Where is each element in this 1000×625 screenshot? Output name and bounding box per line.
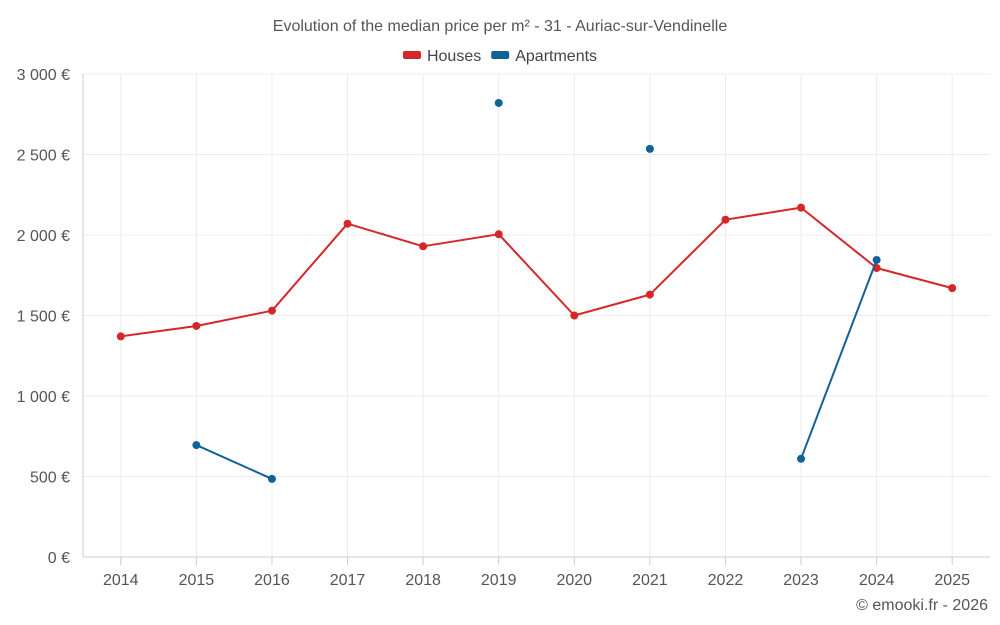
x-tick-label: 2025 [934,572,970,589]
legend-swatch [491,51,510,59]
apartments-point-2016[interactable] [267,474,276,483]
legend-item-apartments[interactable]: Apartments [491,48,597,65]
houses-point-2020[interactable] [570,311,579,320]
apartments-point-2015[interactable] [192,441,201,450]
y-tick-label: 2 500 € [17,148,70,165]
x-tick-label: 2019 [481,572,517,589]
houses-point-2017[interactable] [343,219,352,228]
houses-point-2021[interactable] [645,290,654,299]
y-tick-label: 1 500 € [17,309,70,326]
houses-line [119,206,954,338]
houses-point-2018[interactable] [419,242,428,251]
apartments-point-2021[interactable] [645,144,654,153]
x-tick-label: 2016 [254,572,290,589]
series-apartments [192,98,881,483]
apartments-point-2024[interactable] [872,255,881,264]
series-layer [116,98,957,483]
y-tick-label: 2 000 € [17,228,70,245]
x-tick-label: 2024 [859,572,895,589]
x-tick-label: 2018 [405,572,441,589]
houses-point-2025[interactable] [948,284,957,293]
houses-point-2019[interactable] [494,230,503,239]
x-tick-label: 2015 [179,572,215,589]
credit-text: © emooki.fr - 2026 [856,597,988,614]
chart-title: Evolution of the median price per m² - 3… [273,18,728,35]
legend-swatch [402,51,421,59]
apartments-line [195,444,273,480]
houses-point-2016[interactable] [267,306,276,315]
houses-point-2022[interactable] [721,215,730,224]
legend-label: Apartments [515,48,597,65]
apartments-line [800,259,878,460]
legend-label: Houses [427,48,481,65]
x-tick-label: 2017 [330,572,366,589]
x-tick-label: 2021 [632,572,668,589]
legend-item-houses[interactable]: Houses [402,48,481,65]
houses-point-2015[interactable] [192,321,201,330]
houses-point-2014[interactable] [116,332,125,341]
y-tick-label: 3 000 € [17,67,70,84]
series-houses [116,203,957,341]
x-tick-label: 2020 [556,572,592,589]
x-tick-label: 2023 [783,572,819,589]
axes: 0 € 500 € 1 000 € 1 500 € 2 000 € 2 500 € 3 00… [17,67,990,589]
grid [83,73,990,557]
x-tick-label: 2022 [708,572,744,589]
y-tick-label: 1 000 € [17,389,70,406]
y-tick-label: 0 € [48,550,70,567]
houses-point-2023[interactable] [797,203,806,212]
apartments-point-2023[interactable] [797,454,806,463]
apartments-point-2019[interactable] [494,98,503,107]
x-tick-label: 2014 [103,572,139,589]
y-tick-label: 500 € [30,470,70,487]
legend[interactable]: Houses Apartments [402,48,597,65]
